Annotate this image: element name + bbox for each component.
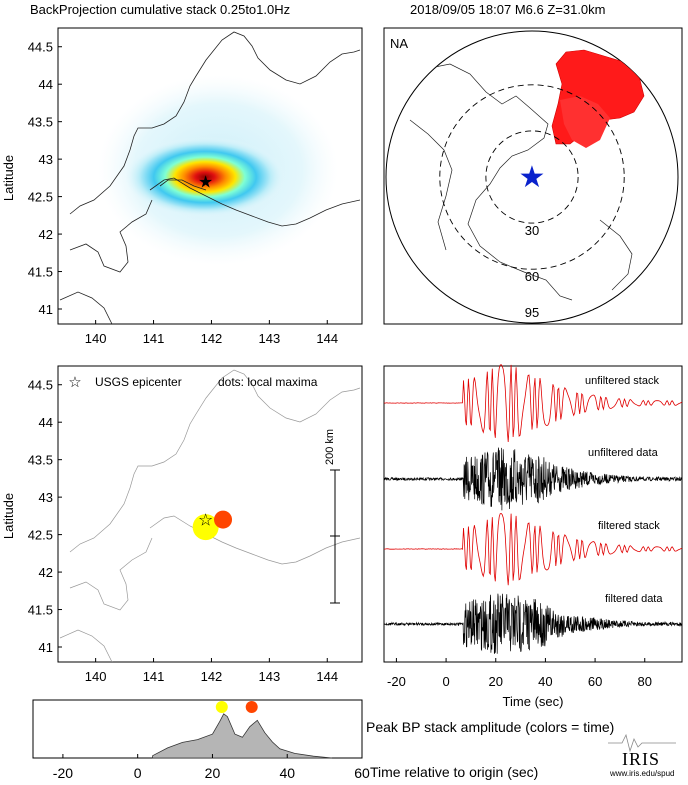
top-map-lat-tick-label: 44 [39,77,53,92]
top-map-lat-tick-label: 44.5 [28,40,53,55]
globe-coast-west [409,119,453,251]
coastline-south-faint [149,515,361,565]
top-map-lat-tick-label: 43 [39,152,53,167]
top-map-ylabel: Latitude [1,155,16,201]
bp-energy-peak [125,137,285,217]
trace-x-tick-label: 20 [489,674,503,689]
top-map-lon-tick-label: 143 [259,331,281,346]
top-map-lat-tick-label: 42 [39,227,53,242]
bottom-map-lon-tick-label: 142 [201,669,223,684]
amplitude-x-tick-label: 20 [205,765,221,781]
top-map-lat-tick-label: 41 [39,302,53,317]
station-globe: NA 30 60 95 ★ [383,27,683,325]
distance-ring [439,84,625,270]
backprojection-map: 140 141 142 143 1444141.54242.54343.54444.5 … [1,27,363,346]
amplitude-x-tick-label: -20 [53,765,73,781]
trace-x-tick-label: 60 [588,674,602,689]
legend-star-icon: ☆ [68,374,81,391]
epicenter-star-icon: ☆ [198,511,213,530]
top-map-lat-tick-label: 42.5 [28,190,53,205]
coastline-north-faint [69,369,361,553]
coastline-honshu [59,291,113,324]
trace-label-filtered-stack: filtered stack [598,520,660,532]
globe-boundary [385,30,679,324]
amplitude-x-tick-label: 40 [279,765,295,781]
bottom-map-lat-tick-label: 41.5 [28,603,53,618]
top-map-lon-tick-label: 142 [201,331,223,346]
trace-label-unfiltered-stack: unfiltered stack [585,375,659,387]
local-maximum-dot-1 [192,514,219,541]
traces-xlabel: Time (sec) [503,694,564,709]
amplitude-title: Peak BP stack amplitude (colors = time) [366,719,614,735]
ring-label: 60 [525,269,539,284]
trace-x-tick-label: 0 [442,674,449,689]
iris-logo-text: IRIS [622,749,660,769]
distance-scale-bar: 200 km [324,429,340,604]
bottom-map-ylabel: Latitude [1,493,16,539]
epicenter-star-icon: ★ [519,161,546,194]
trace-filtered-data [383,593,683,654]
globe-continent-outline [419,63,573,301]
top-map-lon-tick-label: 144 [316,331,338,346]
coastline-southwest [69,199,153,273]
coastline-south [149,177,361,227]
trace-unfiltered-data [383,447,683,511]
trace-x-tick-label: 80 [638,674,652,689]
event-info-title: 2018/09/05 18:07 M6.6 Z=31.0km [410,2,606,17]
amplitude-xlabel: Time relative to origin (sec) [370,764,538,780]
top-map-lon-tick-label: 141 [143,331,165,346]
bottom-map-lat-tick-label: 43 [39,490,53,505]
distance-ring [485,130,579,224]
epicenter-star-icon: ★ [198,173,213,192]
top-map-lon-tick-label: 140 [85,331,107,346]
amplitude-area [152,713,333,759]
coastline-north [69,31,361,215]
peninsula-edge [159,179,207,191]
top-map-lat-tick-label: 43.5 [28,115,53,130]
trace-x-tick-label: -20 [387,674,406,689]
coastline-honshu-faint [59,629,113,662]
legend-dots-label: dots: local maxima [218,375,318,389]
bottom-map-lon-tick-label: 144 [316,669,338,684]
top-map-lat-tick-label: 41.5 [28,265,53,280]
local-maximum-dot-2 [214,510,233,529]
bottom-map-lat-tick-label: 41 [39,640,53,655]
amplitude-x-tick-label: 60 [354,765,370,781]
bottom-map-lon-tick-label: 141 [143,669,165,684]
trace-filtered-stack [384,512,683,586]
trace-unfiltered-stack [383,364,683,443]
local-maxima-map: 140 141 142 143 1444141.54242.54343.54444.5 … [1,365,363,684]
bottom-map-lon-tick-label: 140 [85,669,107,684]
iris-url: www.iris.edu/spud [609,769,674,778]
left-panel-title: BackProjection cumulative stack 0.25to1.… [30,2,290,17]
coastline-southwest-faint [69,537,153,611]
bottom-map-lat-tick-label: 42.5 [28,528,53,543]
trace-label-filtered-data: filtered data [605,593,663,605]
peak-amplitude-chart: -20 0 20 40 60 Peak BP stack amplitude (colo… [32,699,614,781]
bottom-map-lat-tick-label: 43.5 [28,453,53,468]
ring-label: 30 [525,223,539,238]
ring-label: 95 [525,305,539,320]
trace-label-unfiltered-data: unfiltered data [588,447,659,459]
legend-epicenter-label: USGS epicenter [95,375,182,389]
bottom-map-lat-tick-label: 42 [39,565,53,580]
station-cluster-dense [560,96,610,148]
trace-x-tick-label: 40 [538,674,552,689]
amplitude-x-tick-label: 0 [134,765,142,781]
bottom-map-lon-tick-label: 143 [259,669,281,684]
amplitude-peak-dot-2 [245,701,258,713]
scale-bar-label: 200 km [324,429,336,465]
globe-coast-east [599,219,633,291]
iris-logo: IRIS www.iris.edu/spud [608,733,676,778]
bottom-map-lat-tick-label: 44 [39,415,53,430]
network-label: NA [390,36,408,51]
bottom-map-lat-tick-label: 44.5 [28,378,53,393]
amplitude-peak-dot-1 [215,701,228,713]
seismogram-panel: -20 0 20 40 60 80 Time (sec) unfiltered stack… [383,364,683,709]
